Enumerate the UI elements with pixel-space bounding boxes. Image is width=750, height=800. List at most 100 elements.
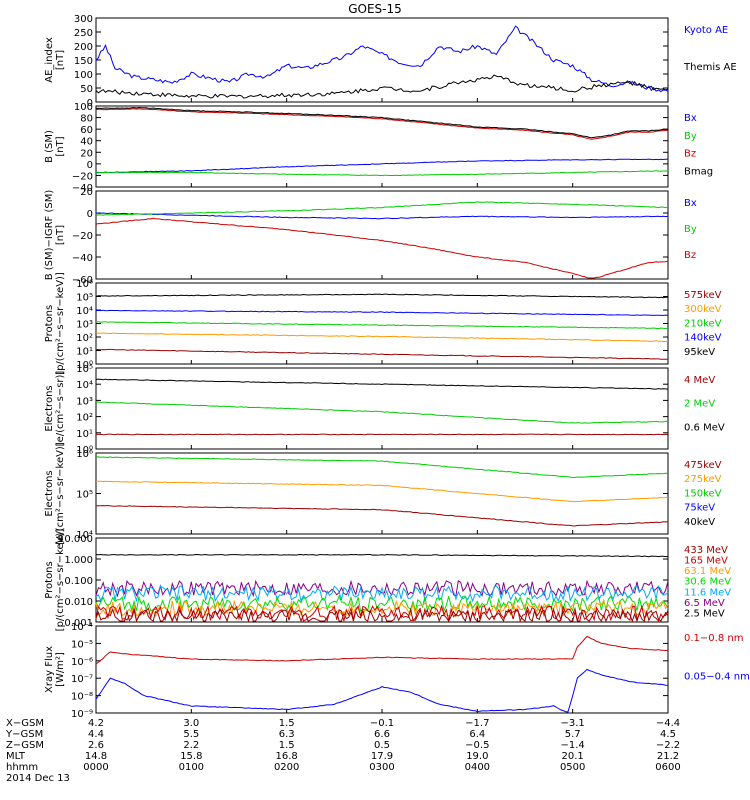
y-tick-label: 250 xyxy=(74,28,93,39)
y-tick-label: 300 xyxy=(74,14,93,25)
series-line-protons_mev-2 xyxy=(95,584,669,603)
legend-entry: 300keV xyxy=(684,304,722,315)
orbit-value: 4.4 xyxy=(88,729,104,740)
legend-entry: Themis AE xyxy=(683,62,737,73)
orbit-value: 4.5 xyxy=(660,729,676,740)
y-tick-label: 10⁶ xyxy=(76,449,93,460)
y-tick-label: 60 xyxy=(80,125,93,136)
y-axis-label: [p/(cm²−s−sr−keV)] xyxy=(55,272,66,375)
y-axis-label: Protons xyxy=(44,305,55,342)
y-tick-label: 10⁴ xyxy=(76,306,93,317)
y-tick-label: 80 xyxy=(80,114,93,125)
y-tick-label: 10⁰ xyxy=(76,360,93,371)
series-line-bigrf-0 xyxy=(95,212,669,220)
series-line-protons_mev-0 xyxy=(95,553,669,558)
series-line-ae-1 xyxy=(95,74,669,99)
series-line-protons_mev-3 xyxy=(95,594,669,613)
series-line-bsm-0 xyxy=(95,158,669,174)
y-axis-label: [nT] xyxy=(55,136,66,156)
legend-entry: Kyoto AE xyxy=(684,25,728,36)
orbit-value: 6.6 xyxy=(374,729,390,740)
legend-entry: 6.5 MeV xyxy=(684,598,725,609)
series-line-protons_low-3 xyxy=(95,332,669,342)
orbit-value: −3.1 xyxy=(561,718,585,729)
legend-entry: 63.1 MeV xyxy=(684,566,731,577)
legend-entry: 210keV xyxy=(684,318,722,329)
orbit-value: 0300 xyxy=(369,762,394,773)
y-axis-label: [W/m²] xyxy=(55,652,66,687)
y-axis-label: Electrons xyxy=(44,385,55,431)
legend-entry: 4 MeV xyxy=(684,375,715,386)
y-tick-label: 10² xyxy=(76,333,93,344)
orbit-row-label: Z−GSM xyxy=(6,740,44,751)
y-tick-label: 10³ xyxy=(76,320,93,331)
y-tick-label: 10⁰ xyxy=(76,445,93,456)
series-line-protons_low-1 xyxy=(95,309,669,316)
panel-bigrf: 20 0 −20 −40 −60 B (SM)−IGRF (SM) [nT] Bx By Bz xyxy=(44,187,697,286)
series-line-protons_mev-1 xyxy=(95,579,669,598)
y-tick-label: −20 xyxy=(72,231,93,242)
y-tick-label: 0.100 xyxy=(64,576,93,587)
series-line-electrons_mev-0 xyxy=(95,378,669,390)
series-line-protons_mev-5 xyxy=(95,604,669,623)
orbit-value: 14.8 xyxy=(85,751,107,762)
y-axis-label: B (SM)−IGRF (SM) xyxy=(44,190,55,281)
series-line-electrons_kev-0 xyxy=(95,456,669,479)
legend-entry: 2.5 MeV xyxy=(684,608,725,619)
series-line-bigrf-1 xyxy=(95,201,668,216)
series-line-electrons_kev-1 xyxy=(95,480,669,503)
y-tick-label: 100 xyxy=(74,102,93,113)
legend-entry: Bz xyxy=(684,149,696,160)
y-tick-label: −40 xyxy=(72,253,93,264)
y-tick-label: 10⁶ xyxy=(76,279,93,290)
series-line-electrons_mev-2 xyxy=(95,433,669,436)
orbit-row-label: MLT xyxy=(6,751,26,762)
panel-protons_mev: 10.000 1.000 0.100 0.010 0.001 Protons [p/(cm²… xyxy=(44,529,731,632)
panel-xray: 10⁻⁴ 10⁻⁵ 10⁻⁶ 10⁻⁷ 10⁻⁸ 10⁻⁹ Xray Flux [W/m²] 0… xyxy=(44,622,750,720)
orbit-value: 6.3 xyxy=(279,729,295,740)
y-tick-label: 10⁴ xyxy=(76,530,93,541)
orbit-value: 4.2 xyxy=(88,718,104,729)
y-tick-label: 10⁵ xyxy=(76,293,93,304)
y-tick-label: 200 xyxy=(74,42,93,53)
y-axis-label: [p/(cm²−s−sr−keV)] xyxy=(55,529,66,632)
series-line-xray-0 xyxy=(95,635,669,665)
series-line-xray-1 xyxy=(95,668,669,713)
legend-entry: 40keV xyxy=(684,517,715,528)
legend-entry: 475keV xyxy=(684,460,722,471)
legend-entry: 165 MeV xyxy=(684,556,728,567)
y-tick-label: 40 xyxy=(80,137,93,148)
y-tick-label: −20 xyxy=(72,171,93,182)
y-tick-label: 10⁵ xyxy=(76,490,93,501)
series-line-electrons_kev-2 xyxy=(95,504,668,527)
panel-frame xyxy=(95,17,669,103)
y-tick-label: 10⁴ xyxy=(76,380,93,391)
panel-electrons_kev: 10⁶ 10⁵ 10⁴ Electrons [e/(cm²−s−sr−keV)] 475k… xyxy=(44,442,722,545)
y-tick-label: 1.000 xyxy=(64,555,93,566)
series-line-electrons_mev-1 xyxy=(96,401,669,424)
series-line-protons_low-2 xyxy=(96,321,668,330)
legend-entry: 75keV xyxy=(684,503,715,514)
y-tick-label: 10⁻⁹ xyxy=(71,709,93,720)
orbit-value: 0100 xyxy=(179,762,204,773)
orbit-value: 5.5 xyxy=(183,729,199,740)
orbit-value: 0200 xyxy=(274,762,299,773)
y-axis-label: AE_index xyxy=(44,37,55,83)
legend-entry: 95keV xyxy=(684,347,715,358)
panel-frame xyxy=(95,190,669,280)
orbit-value: 2.2 xyxy=(183,740,199,751)
series-line-bsm-2 xyxy=(95,108,669,140)
orbit-value: 21.2 xyxy=(657,751,679,762)
y-axis-label: [e/(cm²−s−sr)] xyxy=(55,371,66,447)
orbit-value: −2.2 xyxy=(656,740,680,751)
orbit-table: X−GSM 4.2 3.0 1.5 −0.1 −1.7 −3.1 −4.4 Y−GSM 4.4 5.… xyxy=(5,718,681,784)
legend-entry: 575keV xyxy=(684,290,722,301)
series-line-ae-0 xyxy=(95,25,669,93)
legend-entry: 11.6 MeV xyxy=(684,587,731,598)
y-tick-label: 10¹ xyxy=(76,429,93,440)
series-line-protons_low-0 xyxy=(95,293,668,299)
orbit-value: 0600 xyxy=(655,762,680,773)
series-line-protons_mev-6 xyxy=(95,607,669,623)
